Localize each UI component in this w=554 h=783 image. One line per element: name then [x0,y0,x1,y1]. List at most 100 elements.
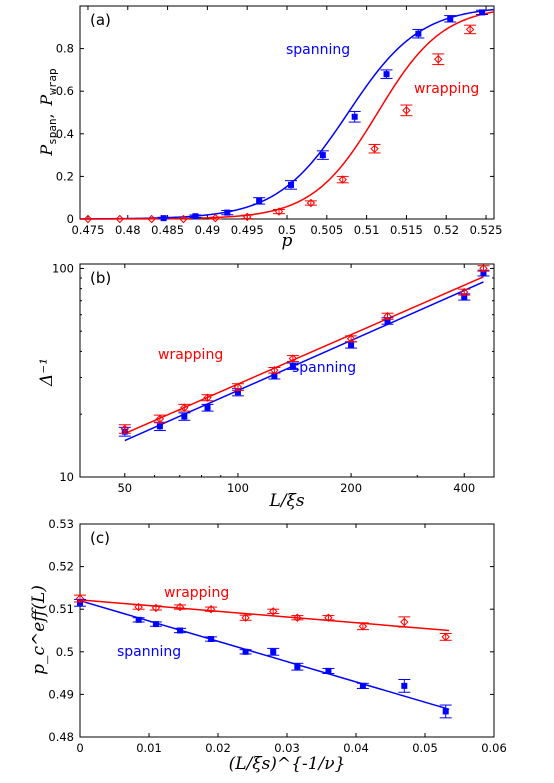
b-wrapping-point [383,312,392,321]
b-x-tick-label: 50 [117,481,132,495]
panel-a-annotation-wrapping: wrapping [414,81,479,97]
a-y-tick-label: 0.8 [56,42,74,56]
b-wrapping-point [180,403,189,412]
c-x-tick-label: 0 [76,741,83,755]
panel-a: (a) 0.475 0.48 0.485 0.49 0.495 0.5 0.505 0.51 0… [37,5,503,251]
b-y-tick-label: 10 [59,470,74,484]
a-x-tick-label: 0.505 [310,223,343,237]
a-x-tick-label: 0.48 [115,223,141,237]
panel-a-annotation-spanning: spanning [286,42,350,58]
a-x-tick-label: 0.525 [470,223,503,237]
b-wrapping-point [203,393,212,402]
b-x-tick-label: 200 [340,481,362,495]
b-spanning-point [348,341,355,348]
b-spanning-point [181,413,188,420]
panel-b-annotation-wrapping: wrapping [158,347,223,363]
c-wrapping-point [151,603,161,613]
b-spanning-point [204,404,211,411]
a-x-tick-label: 0.485 [151,223,184,237]
a-spanning-point [319,152,326,159]
a-y-tick-label: 0.2 [56,169,74,183]
a-x-tick-label: 0.52 [433,223,459,237]
b-spanning-point [289,363,296,370]
c-wrapping-point [75,594,85,603]
c-spanning-point [294,663,301,670]
a-x-tick-label: 0.495 [231,223,264,237]
c-x-tick-label: 0.03 [274,741,300,755]
b-wrapping-point [479,264,488,273]
c-x-tick-label: 0.01 [136,741,162,755]
a-x-tick-label: 0.51 [354,223,380,237]
a-wrapping-point [402,106,411,115]
a-wrapping-point [83,214,93,224]
c-wrapping-point [175,602,185,612]
c-wrapping-point [358,622,368,631]
c-y-tick-label: 0.51 [48,602,74,616]
c-wrapping-point [134,602,143,612]
a-spanning-point [447,15,454,22]
b-x-tick-label: 400 [453,481,475,495]
a-y-tick-label: 0.6 [56,84,74,98]
c-x-tick-label: 0.05 [412,741,438,755]
panel-b: (b) 50 100 200 400 10 100 wrapping spanning L… [37,261,495,511]
c-y-tick-label: 0.48 [48,730,74,744]
c-spanning-point [208,636,215,643]
panel-c-annotation-wrapping: wrapping [164,585,229,601]
a-spanning-point [192,213,199,220]
c-spanning-point [401,682,408,689]
b-y-tick-label: 100 [52,261,74,275]
panel-c-frame [79,523,495,738]
b-wrapping-point [288,354,298,363]
c-wrapping-point [400,617,409,627]
a-wrapping-point [179,214,188,224]
a-spanning-point [415,30,422,37]
panel-a-y-axis-label: Pspan,Pwrap [37,68,59,156]
b-wrapping-point [120,424,130,434]
a-wrapping-point [465,25,475,34]
a-x-tick-label: 0.475 [71,223,104,237]
c-y-tick-label: 0.52 [48,560,74,574]
a-wrapping-point [306,198,316,208]
c-wrapping-fit-line [79,599,450,632]
b-wrapping-point [233,382,243,392]
b-spanning-point [156,423,163,430]
a-spanning-point [224,209,231,216]
c-spanning-point [177,627,184,634]
a-spanning-point [287,181,294,188]
panel-b-label: (b) [90,269,111,287]
a-wrapping-point [242,212,252,222]
c-x-tick-label: 0.04 [343,741,369,755]
b-wrapping-point [270,366,279,375]
a-wrapping-point [147,214,156,224]
a-y-tick-label: 0 [67,212,74,226]
b-x-tick-label: 100 [227,481,249,495]
c-spanning-point [442,708,449,715]
c-x-tick-label: 0.06 [481,741,507,755]
panel-c-y-axis-label: p_c^eff(L) [29,585,49,675]
a-wrapping-point [434,55,443,64]
b-wrapping-point [346,334,356,343]
c-wrapping-point [293,613,302,622]
a-x-tick-label: 0.5 [278,223,296,237]
a-spanning-point [383,71,390,78]
panel-c: (c) 0 0.01 0.02 0.03 0.04 0.05 0.06 0.48 0.49 0.5… [29,517,507,774]
panel-b-annotation-spanning: spanning [292,360,356,376]
a-wrapping-point [370,144,379,153]
c-spanning-point [152,621,159,628]
a-wrapping-point [115,214,125,224]
panel-a-label: (a) [90,11,111,29]
panel-c-annotation-spanning: spanning [117,644,181,660]
a-wrapping-point [211,213,220,223]
a-wrapping-point [338,175,347,184]
panel-c-x-axis-label: (L/ξs)^{-1/ν} [229,754,346,774]
b-wrapping-point [460,287,469,297]
a-spanning-point [479,9,486,16]
c-spanning-point [325,667,332,674]
c-spanning-point [270,648,277,655]
panel-b-y-axis-label: Δ⁻¹ [37,358,57,387]
c-y-tick-label: 0.53 [48,517,74,531]
a-spanning-point [160,215,167,222]
a-spanning-point [351,113,358,120]
a-spanning-point [256,197,263,204]
